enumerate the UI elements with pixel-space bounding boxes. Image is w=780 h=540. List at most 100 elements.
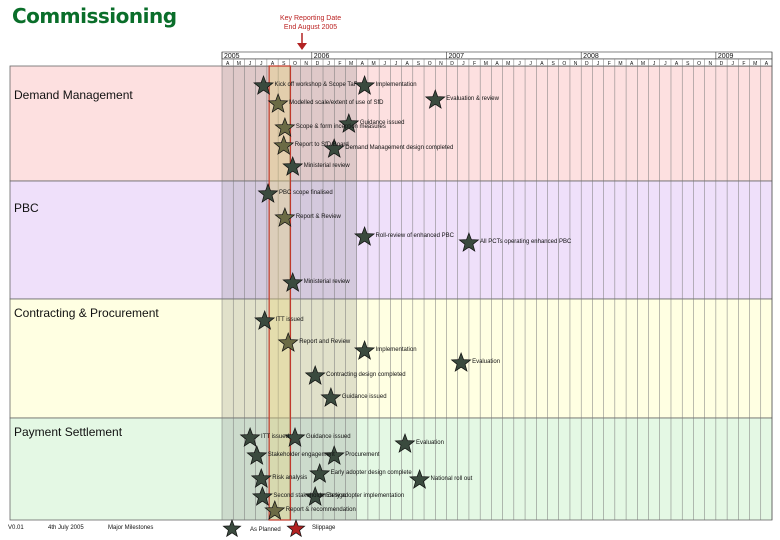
month-label: N	[708, 61, 712, 67]
lane-payment	[9, 417, 773, 521]
month-label: J	[664, 61, 667, 67]
month-label: F	[608, 61, 611, 67]
month-label: F	[473, 61, 476, 67]
milestone-star-icon	[309, 462, 331, 483]
lane-title-contracting: Contracting & Procurement	[14, 306, 159, 320]
month-label: J	[249, 61, 252, 67]
milestone-label: Kick off workshop & Scope TaF	[274, 82, 358, 88]
milestone-label: Early adopter design complete	[330, 470, 412, 476]
milestone-label: Evaluation	[415, 440, 444, 446]
milestone-label: Ministerial review	[303, 279, 350, 285]
lane-title-pbc: PBC	[14, 201, 39, 215]
year-header	[221, 51, 773, 60]
page-title: Commissioning	[12, 4, 177, 28]
month-label: M	[484, 61, 488, 67]
month-label: A	[675, 61, 679, 67]
month-label: M	[753, 61, 757, 67]
milestone-star-icon	[338, 112, 360, 133]
month-label: J	[529, 61, 532, 67]
milestone-star-icon	[320, 386, 342, 407]
month-label: J	[597, 61, 600, 67]
month-label: N	[439, 61, 443, 67]
milestone-label: Evaluation	[472, 359, 501, 365]
month-label: M	[641, 61, 645, 67]
milestone-label: Modelled scale/extent of use of SfD	[289, 100, 384, 106]
milestone-label: Second stakeholder design	[273, 493, 346, 499]
milestone-star-icon	[253, 74, 274, 95]
month-label: A	[630, 61, 634, 67]
milestone-star-icon	[354, 339, 376, 360]
milestone-label: ITT issued	[275, 317, 304, 323]
month-label: D	[585, 61, 589, 67]
month-label: D	[316, 61, 320, 67]
milestone-label: Implementation	[375, 347, 417, 353]
month-label: J	[384, 61, 387, 67]
month-label: F	[338, 61, 341, 67]
milestone-label: Implementation	[375, 82, 417, 88]
milestone-star-icon	[304, 485, 326, 506]
milestone-label: Report to SfD/Board	[294, 142, 349, 148]
month-label: A	[495, 61, 499, 67]
month-label: S	[686, 61, 690, 67]
milestone-star-icon	[284, 426, 306, 447]
milestone-star-icon	[273, 134, 295, 155]
milestone-label: Scope & form inception measures	[295, 124, 386, 130]
major-milestones-label: Major Milestones	[108, 525, 154, 531]
milestone-star-icon	[239, 426, 261, 447]
month-label: J	[327, 61, 330, 67]
milestone-star-icon	[277, 331, 299, 352]
key-date-arrow-icon	[297, 33, 307, 50]
year-label-2006: 2006	[314, 53, 330, 60]
month-label: O	[428, 61, 432, 67]
milestone-label: Stakeholder engagement	[267, 452, 335, 458]
milestone-star-icon	[323, 137, 345, 158]
milestone-star-icon	[394, 432, 416, 453]
month-label: M	[371, 61, 375, 67]
month-label: M	[237, 61, 241, 67]
milestone-star-icon	[264, 499, 286, 520]
month-label: J	[518, 61, 521, 67]
milestone-label: ITT issued	[261, 434, 289, 440]
milestone-label: Evaluation & review	[446, 96, 499, 102]
milestone-label: Roll-review of enhanced PBC	[375, 233, 454, 239]
year-label-2009: 2009	[718, 53, 734, 60]
milestone-star-icon	[274, 206, 296, 227]
milestone-label: Report and Review	[299, 339, 351, 345]
lane-demand	[9, 65, 773, 182]
legend-planned-star-icon	[222, 518, 242, 538]
milestone-star-icon	[323, 444, 345, 465]
month-label: O	[562, 61, 566, 67]
month-label: O	[697, 61, 701, 67]
month-label: S	[417, 61, 421, 67]
legend-slippage-star-icon	[286, 518, 306, 538]
legend-slippage-label: Slippage	[312, 525, 336, 531]
month-label: D	[450, 61, 454, 67]
year-label-2008: 2008	[583, 53, 599, 60]
milestone-star-icon	[458, 231, 480, 252]
milestone-label: Early adopter implementation	[326, 493, 405, 499]
milestone-star-icon	[424, 88, 446, 109]
month-label: J	[260, 61, 263, 67]
month-label: A	[765, 61, 769, 67]
key-date-line-1: Key Reporting Date	[280, 15, 342, 22]
lane-title-payment: Payment Settlement	[14, 425, 123, 439]
key-date-line-2: End August 2005	[283, 24, 338, 31]
milestone-star-icon	[250, 468, 272, 488]
month-label: J	[653, 61, 656, 67]
milestone-label: Procurement	[345, 452, 380, 458]
month-label: N	[304, 61, 308, 67]
lane-pbc	[9, 180, 773, 300]
milestone-star-icon	[282, 156, 304, 176]
month-label: A	[406, 61, 410, 67]
month-label: J	[731, 61, 734, 67]
month-label: A	[226, 61, 230, 67]
legend-planned-label: As Planned	[250, 527, 281, 533]
month-label: A	[540, 61, 544, 67]
milestone-star-icon	[354, 225, 376, 246]
month-label: M	[349, 61, 353, 67]
month-label: D	[720, 61, 724, 67]
month-label: M	[618, 61, 622, 67]
lane-contracting	[9, 298, 773, 419]
month-label: S	[282, 61, 286, 67]
